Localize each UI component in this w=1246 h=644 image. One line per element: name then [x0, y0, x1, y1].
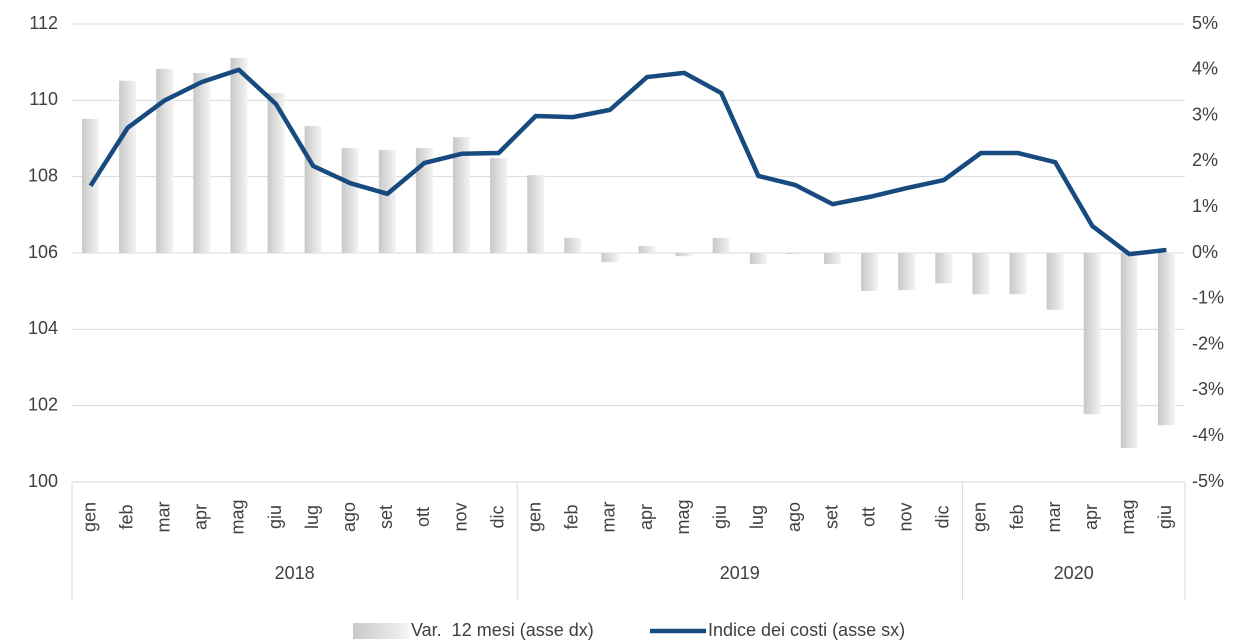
bar: [675, 253, 693, 257]
x-tick-label: lug: [747, 505, 767, 529]
bar: [378, 149, 396, 253]
x-tick-label: lug: [302, 505, 322, 529]
bar: [972, 253, 990, 295]
bar: [193, 73, 211, 253]
y2-tick-label: -4%: [1192, 425, 1224, 445]
x-tick-label: mag: [228, 499, 248, 534]
x-tick-label: mag: [673, 499, 693, 534]
y-tick-label: 112: [29, 13, 58, 33]
x-tick-label: ott: [858, 507, 878, 527]
y2-tick-label: -5%: [1192, 471, 1224, 491]
bar: [1046, 253, 1064, 310]
x-tick-label: feb: [1007, 504, 1027, 529]
bar: [935, 253, 953, 284]
y2-tick-label: 4%: [1192, 59, 1218, 79]
bar: [156, 68, 174, 253]
y2-tick-label: -3%: [1192, 379, 1224, 399]
x-tick-label: apr: [1081, 504, 1101, 530]
year-label: 2018: [275, 563, 315, 583]
bar: [341, 148, 359, 253]
bar: [490, 158, 508, 253]
x-tick-label: mar: [599, 501, 619, 532]
x-tick-label: ago: [339, 502, 359, 532]
y-tick-label: 104: [28, 318, 58, 338]
y-tick-label: 106: [28, 242, 58, 262]
x-tick-label: mag: [1118, 499, 1138, 534]
y2-tick-label: -2%: [1192, 333, 1224, 353]
legend-swatch: [353, 623, 409, 639]
y-tick-label: 110: [29, 89, 58, 109]
x-tick-label: gen: [970, 502, 990, 532]
x-tick-label: gen: [525, 502, 545, 532]
x-tick-label: set: [821, 505, 841, 529]
bar: [415, 148, 433, 253]
y-tick-label: 100: [28, 471, 58, 491]
x-tick-label: feb: [562, 504, 582, 529]
legend-label: Indice dei costi (asse sx): [708, 620, 905, 640]
x-tick-label: nov: [896, 502, 916, 531]
bar: [638, 246, 656, 253]
x-tick-label: ago: [784, 502, 804, 532]
x-tick-label: giu: [1155, 505, 1175, 529]
y2-tick-label: 0%: [1192, 242, 1218, 262]
line: [88, 67, 1167, 257]
bar: [304, 126, 322, 253]
bar: [898, 253, 916, 291]
x-tick-label: nov: [450, 502, 470, 531]
y2-tick-label: -1%: [1192, 288, 1224, 308]
x-tick-label: dic: [487, 505, 507, 528]
bar: [527, 175, 545, 253]
x-tick-label: giu: [265, 505, 285, 529]
bar: [601, 253, 619, 263]
bar: [1120, 253, 1138, 449]
x-tick-label: giu: [710, 505, 730, 529]
bar: [1009, 253, 1027, 295]
bar: [1083, 253, 1101, 415]
y2-tick-label: 3%: [1192, 104, 1218, 124]
x-tick-label: apr: [191, 504, 211, 530]
bar: [564, 237, 582, 253]
x-tick-label: feb: [116, 504, 136, 529]
y-tick-label: 108: [28, 165, 58, 185]
y2-tick-label: 5%: [1192, 13, 1218, 33]
x-tick-label: set: [376, 505, 396, 529]
bar: [861, 253, 879, 292]
bar: [453, 137, 471, 253]
bar: [267, 93, 285, 254]
bar: [749, 253, 767, 264]
y2-tick-label: 2%: [1192, 150, 1218, 170]
x-tick-label: apr: [636, 504, 656, 530]
bar: [824, 253, 842, 264]
x-tick-label: dic: [933, 505, 953, 528]
bar: [82, 118, 100, 253]
y-tick-label: 102: [28, 394, 58, 414]
x-tick-label: gen: [79, 502, 99, 532]
x-tick-label: mar: [154, 501, 174, 532]
legend-label: Var. 12 mesi (asse dx): [411, 620, 594, 640]
bar: [786, 253, 804, 254]
bar: [712, 237, 730, 253]
year-label: 2019: [720, 563, 760, 583]
bar: [119, 80, 137, 254]
x-tick-label: mar: [1044, 501, 1064, 532]
bar: [230, 57, 248, 253]
x-tick-label: ott: [413, 507, 433, 527]
y2-tick-label: 1%: [1192, 196, 1218, 216]
year-label: 2020: [1054, 563, 1094, 583]
bar: [1157, 253, 1175, 426]
